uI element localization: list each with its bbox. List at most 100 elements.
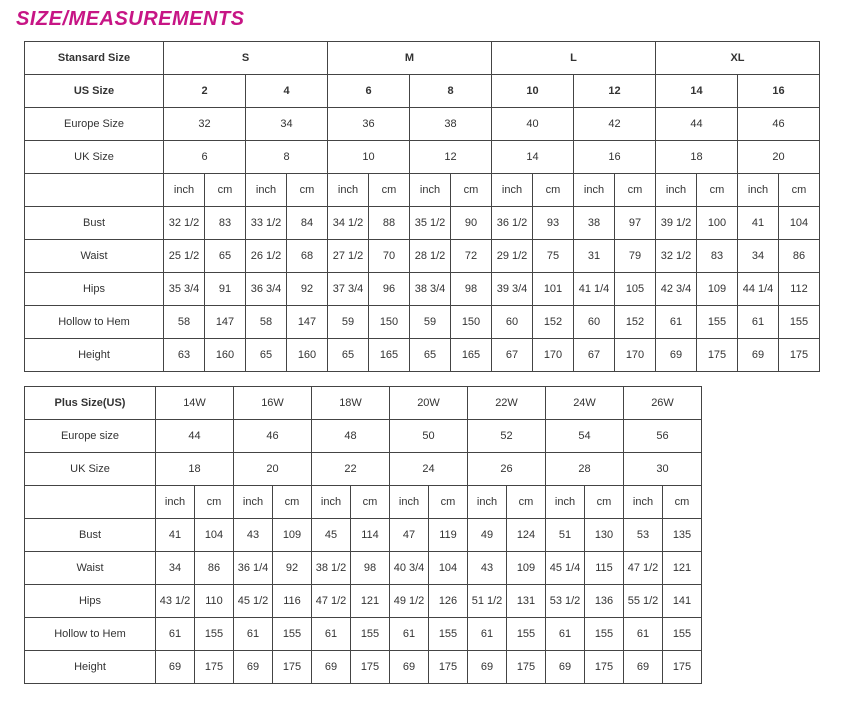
measure-cell: 45 xyxy=(312,519,351,552)
size-cell: 40 xyxy=(492,108,574,141)
unit-row-label xyxy=(25,486,156,519)
unit-header: inch xyxy=(246,174,287,207)
measure-cell: 34 1/2 xyxy=(328,207,369,240)
size-cell: 6 xyxy=(328,75,410,108)
unit-header: cm xyxy=(369,174,410,207)
measure-cell: 65 xyxy=(205,240,246,273)
measure-cell: 51 xyxy=(546,519,585,552)
measure-cell: 84 xyxy=(287,207,328,240)
size-cell: 12 xyxy=(574,75,656,108)
size-cell: 34 xyxy=(246,108,328,141)
unit-header: inch xyxy=(390,486,429,519)
measure-cell: 109 xyxy=(507,552,546,585)
measure-cell: 53 1/2 xyxy=(546,585,585,618)
unit-header: inch xyxy=(546,486,585,519)
unit-header: cm xyxy=(663,486,702,519)
measure-cell: 92 xyxy=(273,552,312,585)
size-cell: 56 xyxy=(624,420,702,453)
size-cell: 8 xyxy=(246,141,328,174)
measure-cell: 65 xyxy=(246,339,287,372)
measure-label: Hollow to Hem xyxy=(25,306,164,339)
measure-cell: 44 1/4 xyxy=(738,273,779,306)
measure-cell: 155 xyxy=(351,618,390,651)
measure-cell: 61 xyxy=(624,618,663,651)
unit-header: inch xyxy=(312,486,351,519)
size-cell: 8 xyxy=(410,75,492,108)
unit-header: inch xyxy=(738,174,779,207)
unit-header: cm xyxy=(351,486,390,519)
measure-cell: 69 xyxy=(546,651,585,684)
size-cell: 16 xyxy=(574,141,656,174)
standard-size-header: Stansard Size xyxy=(25,42,164,75)
row-label: UK Size xyxy=(25,141,164,174)
measure-cell: 42 3/4 xyxy=(656,273,697,306)
measure-cell: 69 xyxy=(312,651,351,684)
unit-header: inch xyxy=(410,174,451,207)
measure-label: Waist xyxy=(25,240,164,273)
size-cell: 10 xyxy=(328,141,410,174)
measure-cell: 49 1/2 xyxy=(390,585,429,618)
measure-label: Bust xyxy=(25,519,156,552)
measure-label: Hips xyxy=(25,585,156,618)
unit-header: cm xyxy=(585,486,624,519)
measure-cell: 175 xyxy=(663,651,702,684)
unit-header: inch xyxy=(624,486,663,519)
measure-cell: 29 1/2 xyxy=(492,240,533,273)
measure-cell: 155 xyxy=(663,618,702,651)
measure-cell: 155 xyxy=(779,306,820,339)
measure-cell: 26 1/2 xyxy=(246,240,287,273)
unit-header: cm xyxy=(779,174,820,207)
measure-cell: 41 1/4 xyxy=(574,273,615,306)
measure-cell: 175 xyxy=(273,651,312,684)
measure-cell: 39 1/2 xyxy=(656,207,697,240)
measure-cell: 86 xyxy=(779,240,820,273)
measure-cell: 104 xyxy=(195,519,234,552)
plus-top: 26W xyxy=(624,387,702,420)
unit-header: inch xyxy=(468,486,507,519)
unit-header: inch xyxy=(656,174,697,207)
measure-cell: 88 xyxy=(369,207,410,240)
measure-cell: 69 xyxy=(390,651,429,684)
measure-cell: 141 xyxy=(663,585,702,618)
measure-cell: 41 xyxy=(156,519,195,552)
unit-header: cm xyxy=(697,174,738,207)
measure-cell: 152 xyxy=(533,306,574,339)
size-cell: 44 xyxy=(156,420,234,453)
measure-cell: 175 xyxy=(697,339,738,372)
standard-size-table: Stansard SizeSMLXLUS Size246810121416Eur… xyxy=(24,41,820,372)
measure-cell: 165 xyxy=(451,339,492,372)
measure-cell: 61 xyxy=(156,618,195,651)
measure-cell: 155 xyxy=(585,618,624,651)
unit-header: cm xyxy=(507,486,546,519)
size-cell: 46 xyxy=(234,420,312,453)
unit-header: inch xyxy=(574,174,615,207)
measure-cell: 83 xyxy=(697,240,738,273)
measure-cell: 43 1/2 xyxy=(156,585,195,618)
measure-cell: 121 xyxy=(351,585,390,618)
size-cell: 38 xyxy=(410,108,492,141)
size-cell: 18 xyxy=(156,453,234,486)
measure-cell: 152 xyxy=(615,306,656,339)
measure-cell: 55 1/2 xyxy=(624,585,663,618)
measure-cell: 45 1/2 xyxy=(234,585,273,618)
measure-cell: 150 xyxy=(369,306,410,339)
measure-cell: 33 1/2 xyxy=(246,207,287,240)
measure-cell: 155 xyxy=(195,618,234,651)
measure-cell: 61 xyxy=(656,306,697,339)
measure-cell: 130 xyxy=(585,519,624,552)
unit-header: inch xyxy=(328,174,369,207)
measure-cell: 79 xyxy=(615,240,656,273)
measure-cell: 47 xyxy=(390,519,429,552)
measure-cell: 109 xyxy=(273,519,312,552)
measure-cell: 155 xyxy=(273,618,312,651)
plus-top: 14W xyxy=(156,387,234,420)
measure-cell: 69 xyxy=(234,651,273,684)
measure-cell: 25 1/2 xyxy=(164,240,205,273)
measure-cell: 93 xyxy=(533,207,574,240)
measure-cell: 175 xyxy=(429,651,468,684)
size-cell: 14 xyxy=(656,75,738,108)
size-cell: 20 xyxy=(738,141,820,174)
measure-cell: 69 xyxy=(656,339,697,372)
measure-cell: 61 xyxy=(468,618,507,651)
measure-cell: 92 xyxy=(287,273,328,306)
